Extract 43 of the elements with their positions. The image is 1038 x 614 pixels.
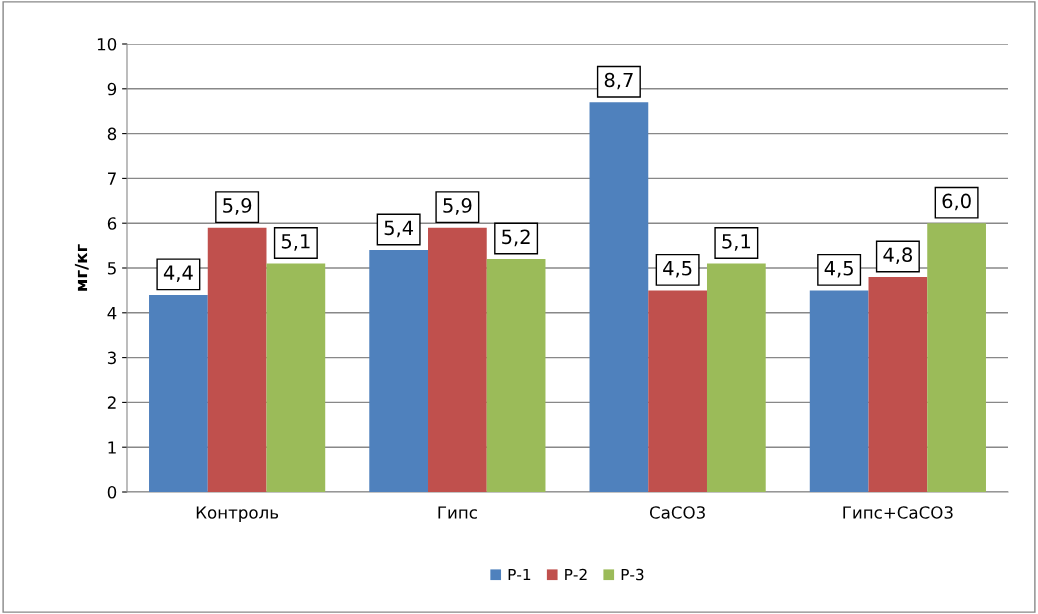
bar bbox=[266, 263, 326, 492]
x-tick-label: Гипс+CaCO3 bbox=[843, 506, 953, 519]
data-label: 6,0 bbox=[942, 193, 971, 211]
bar bbox=[486, 259, 546, 492]
data-label: 5,4 bbox=[384, 220, 414, 238]
data-label: 8,7 bbox=[604, 72, 633, 90]
data-label: 5,2 bbox=[502, 229, 530, 247]
y-tick-label: 2 bbox=[107, 396, 116, 409]
y-tick-label: 1 bbox=[108, 441, 116, 454]
y-tick-label: 8 bbox=[107, 127, 117, 141]
legend-label: Р-2 bbox=[565, 568, 587, 581]
data-label: 5,9 bbox=[443, 198, 472, 215]
y-tick-label: 10 bbox=[97, 37, 117, 51]
x-tick-label: Гипс bbox=[438, 506, 477, 519]
y-tick-label: 6 bbox=[107, 217, 117, 230]
data-label: 5,1 bbox=[281, 234, 310, 251]
bar bbox=[706, 263, 766, 492]
data-label: 4,4 bbox=[163, 265, 193, 282]
data-label: 4,5 bbox=[824, 261, 853, 278]
bar bbox=[428, 227, 487, 492]
bar bbox=[369, 250, 429, 492]
bar bbox=[207, 227, 267, 492]
y-tick-label: 9 bbox=[107, 82, 117, 96]
bar bbox=[868, 276, 928, 492]
bar bbox=[149, 294, 208, 492]
bar bbox=[927, 223, 986, 492]
y-tick-label: 0 bbox=[107, 485, 117, 499]
data-label: 4,8 bbox=[883, 247, 913, 265]
data-label: 5,9 bbox=[223, 198, 252, 215]
y-tick-label: 4 bbox=[107, 306, 117, 320]
bar bbox=[648, 290, 707, 492]
legend-label: Р-3 bbox=[621, 568, 644, 581]
bar bbox=[809, 290, 869, 492]
data-label: 4,5 bbox=[663, 261, 692, 278]
data-label: 5,1 bbox=[722, 234, 751, 251]
x-tick-label: Контроль bbox=[196, 506, 279, 523]
y-tick-label: 7 bbox=[108, 172, 116, 185]
legend-label: Р-1 bbox=[508, 568, 531, 581]
y-tick-label: 3 bbox=[107, 351, 116, 365]
bar bbox=[589, 102, 649, 492]
x-tick-label: CaCO3 bbox=[649, 506, 705, 519]
y-tick-label: 5 bbox=[107, 262, 116, 275]
y-axis-title: мг/кг bbox=[74, 244, 89, 291]
